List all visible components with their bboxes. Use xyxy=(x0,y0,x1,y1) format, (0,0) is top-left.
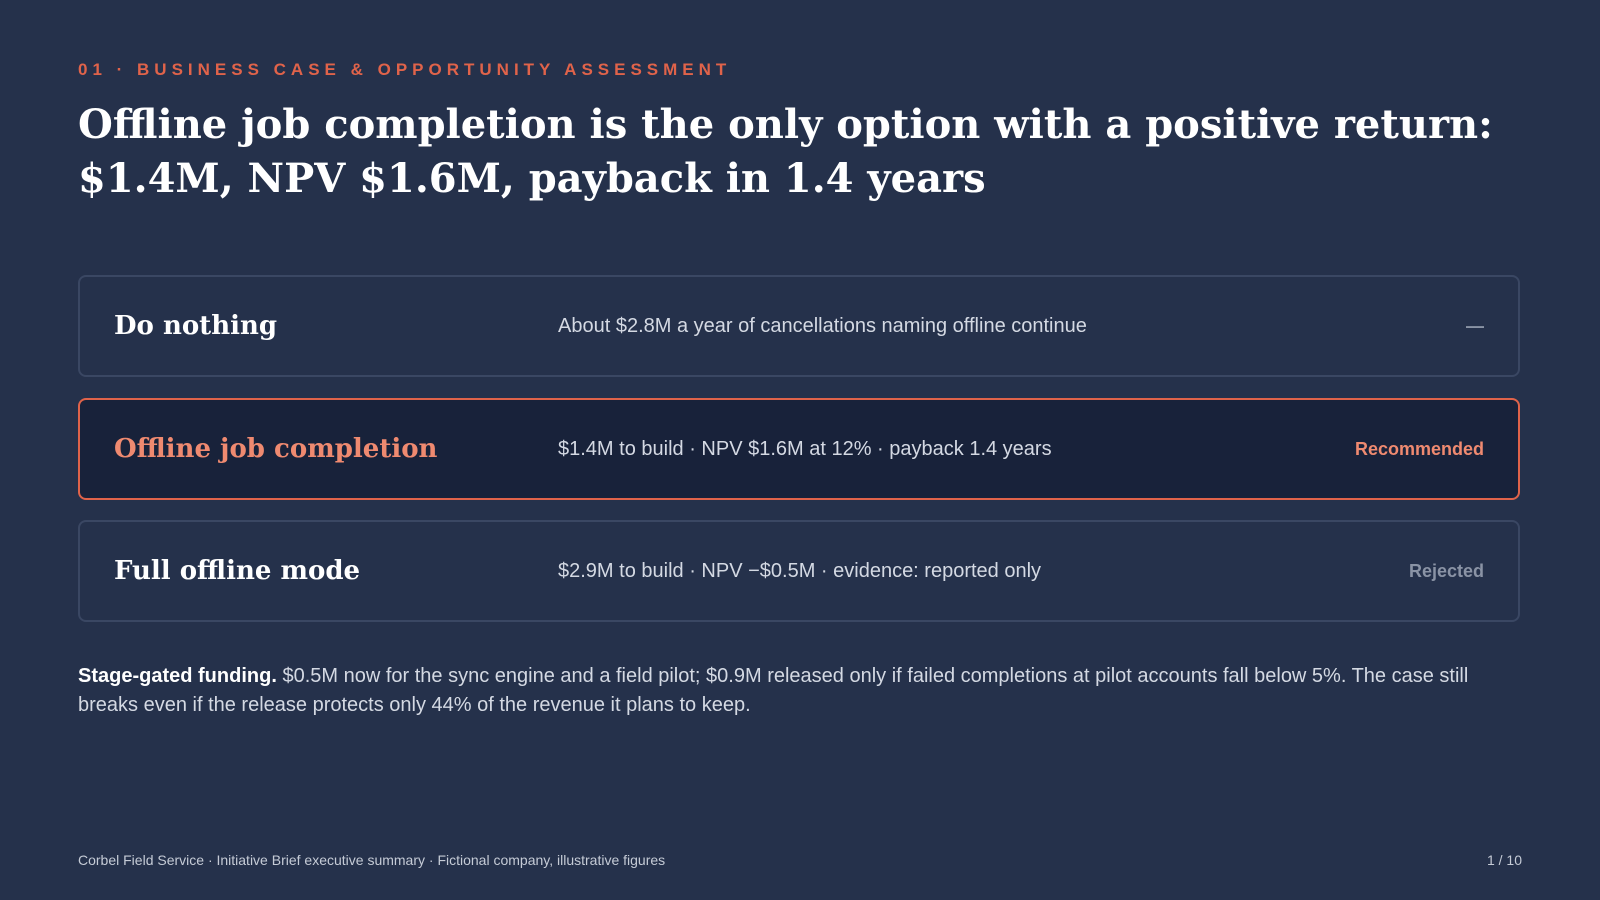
footer-source: Corbel Field Service · Initiative Brief … xyxy=(78,852,666,868)
option-row: Full offline mode $2.9M to build · NPV −… xyxy=(78,520,1520,622)
option-status: Recommended xyxy=(1354,438,1484,459)
page-number: 1 / 10 xyxy=(1486,852,1522,868)
option-status: Rejected xyxy=(1408,560,1484,581)
option-name: Do nothing xyxy=(114,311,278,341)
note: Stage-gated funding. $0.5M now for the s… xyxy=(78,662,1528,720)
eyebrow: 01 · BUSINESS CASE & OPPORTUNITY ASSESSM… xyxy=(78,60,732,79)
note-text: $0.5M now for the sync engine and a fiel… xyxy=(78,665,1469,716)
title: Offline job completion is the only optio… xyxy=(78,101,1493,202)
option-name: Full offline mode xyxy=(114,556,361,586)
option-row: Do nothing About $2.8M a year of cancell… xyxy=(78,275,1520,377)
option-detail: $2.9M to build · NPV −$0.5M · evidence: … xyxy=(558,559,1042,582)
option-detail: $1.4M to build · NPV $1.6M at 12% · payb… xyxy=(558,437,1052,460)
option-row: Offline job completion $1.4M to build · … xyxy=(78,398,1520,500)
note-lead: Stage-gated funding. xyxy=(78,665,277,687)
option-status: — xyxy=(1466,315,1484,336)
option-name: Offline job completion xyxy=(114,434,438,464)
option-detail: About $2.8M a year of cancellations nami… xyxy=(558,314,1087,337)
